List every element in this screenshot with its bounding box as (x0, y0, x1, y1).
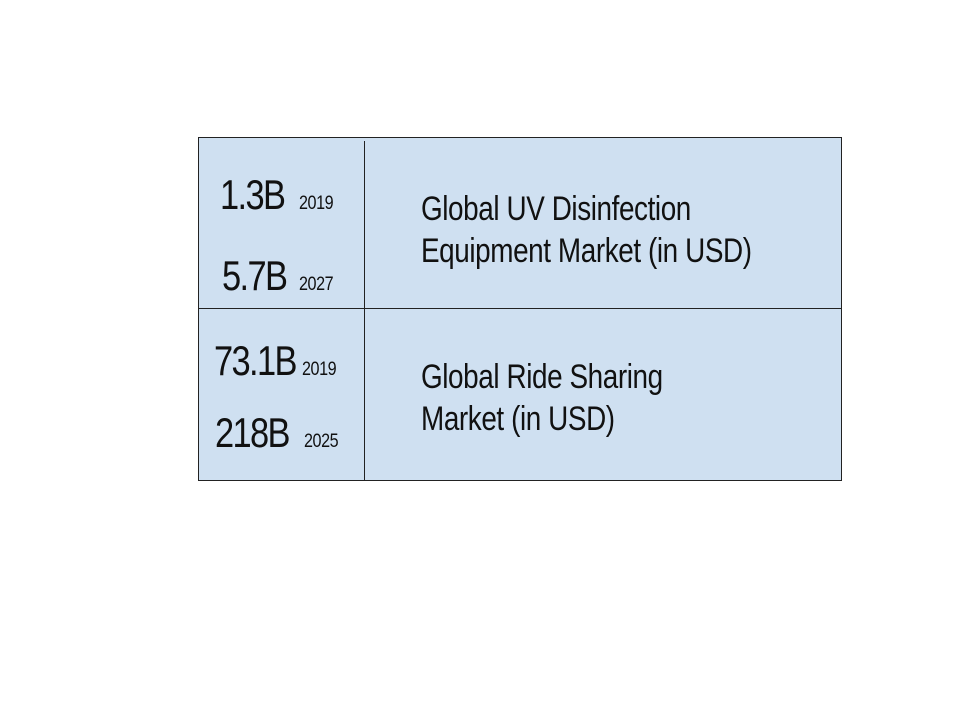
row-1-label-line-1: Global UV Disinfection (421, 190, 691, 228)
row-1-end-value: 5.7B (222, 252, 288, 299)
row-1-end-stat: 5.7B 2027 (222, 255, 339, 297)
column-divider (364, 141, 365, 480)
row-1-start-year: 2019 (298, 193, 334, 214)
row-1-start-value: 1.3B (220, 171, 286, 218)
row-divider (199, 308, 841, 309)
market-comparison-panel: 1.3B 2019 5.7B 2027 Global UV Disinfecti… (198, 137, 842, 481)
row-2-start-stat: 73.1B 2019 (214, 340, 343, 382)
row-2-end-value: 218B (215, 409, 291, 456)
row-2-label-line-2: Market (in USD) (421, 400, 615, 438)
row-1-start-stat: 1.3B 2019 (220, 174, 339, 216)
row-1-label: Global UV Disinfection Equipment Market … (421, 188, 752, 272)
row-1-end-year: 2027 (298, 274, 334, 295)
row-1-label-line-2: Equipment Market (in USD) (421, 232, 752, 270)
row-2-start-value: 73.1B (214, 337, 297, 384)
row-2-start-year: 2019 (302, 359, 337, 380)
row-2-label-line-1: Global Ride Sharing (421, 358, 663, 396)
row-2-end-stat: 218B 2025 (215, 412, 344, 454)
row-2-end-year: 2025 (303, 431, 339, 452)
row-2-label: Global Ride Sharing Market (in USD) (421, 356, 663, 440)
